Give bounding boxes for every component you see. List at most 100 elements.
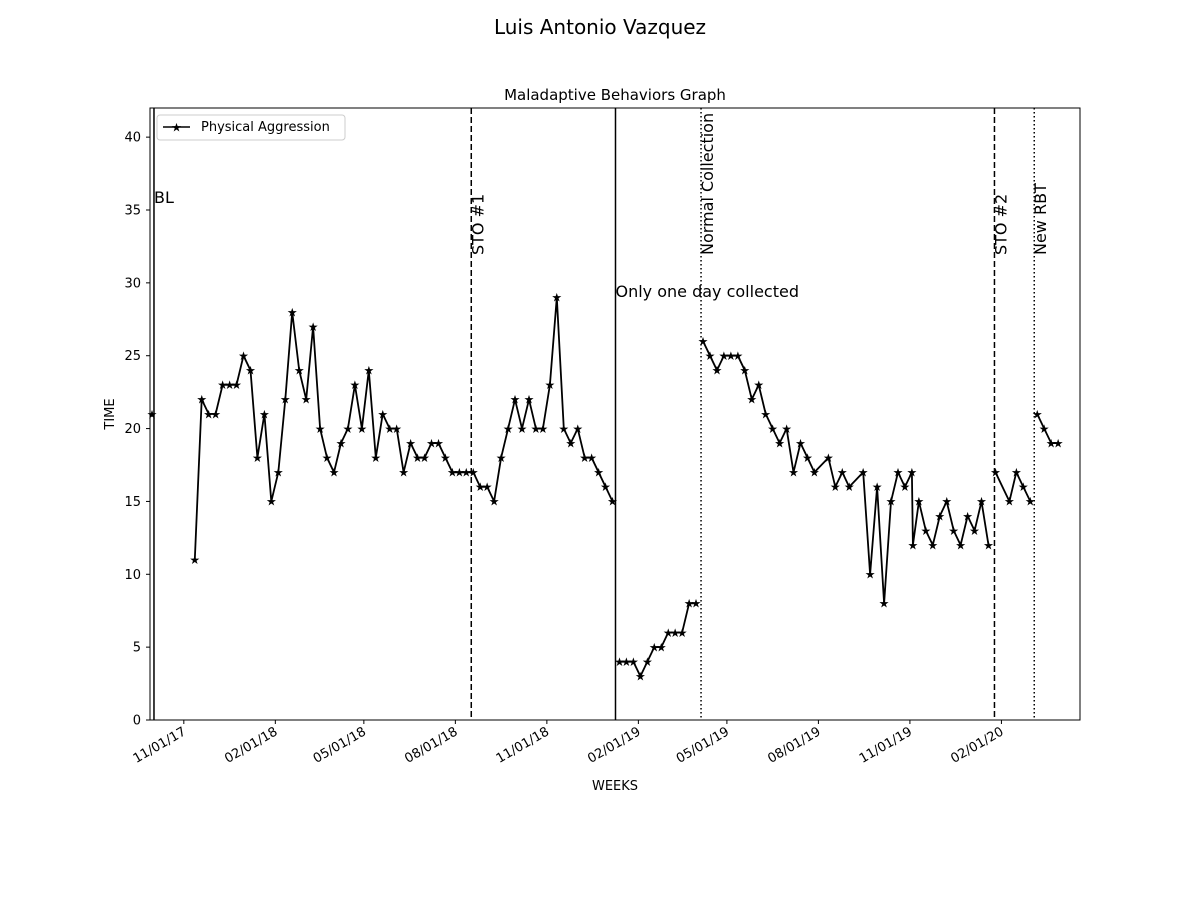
legend-box xyxy=(156,114,346,141)
data-point: ★ xyxy=(565,436,576,450)
y-tick-label: 15 xyxy=(124,495,141,510)
data-point: ★ xyxy=(642,655,653,669)
data-point: ★ xyxy=(572,422,583,436)
x-tick-label: 02/01/20 xyxy=(948,724,1006,766)
data-point: ★ xyxy=(412,451,423,465)
data-point: ★ xyxy=(384,422,395,436)
data-point: ★ xyxy=(774,436,785,450)
data-point: ★ xyxy=(1011,466,1022,480)
data-series: ★★★★★★★★★★★★★★★★★★★★★★★★★★★★★★★★★★★★★★★★… xyxy=(147,291,1064,684)
data-point: ★ xyxy=(1004,495,1015,509)
data-point: ★ xyxy=(510,393,521,407)
data-point: ★ xyxy=(454,466,465,480)
data-point: ★ xyxy=(259,407,270,421)
data-point: ★ xyxy=(656,640,667,654)
data-point: ★ xyxy=(809,466,820,480)
series-line xyxy=(702,340,990,605)
data-point: ★ xyxy=(489,495,500,509)
phase-label: STO #1 xyxy=(468,194,487,255)
data-point: ★ xyxy=(426,436,437,450)
data-point: ★ xyxy=(969,524,980,538)
data-point: ★ xyxy=(725,349,736,363)
phase-label: Only one day collected xyxy=(615,282,799,301)
y-tick-label: 0 xyxy=(133,714,141,729)
data-point: ★ xyxy=(795,436,806,450)
data-point: ★ xyxy=(363,364,374,378)
data-point: ★ xyxy=(273,466,284,480)
data-point: ★ xyxy=(461,466,472,480)
data-point: ★ xyxy=(719,349,730,363)
data-point: ★ xyxy=(858,466,869,480)
data-point: ★ xyxy=(900,480,911,494)
data-point: ★ xyxy=(301,393,312,407)
x-tick-label: 02/01/19 xyxy=(585,724,643,766)
data-point: ★ xyxy=(788,466,799,480)
phase-lines: BL STO #1 Only one day collected Normal Col… xyxy=(153,108,1050,720)
data-point: ★ xyxy=(1046,436,1057,450)
phase-label: Normal Collection xyxy=(698,113,717,255)
data-point: ★ xyxy=(941,495,952,509)
data-point: ★ xyxy=(210,407,221,421)
phase-label: BL xyxy=(154,188,174,207)
data-point: ★ xyxy=(377,407,388,421)
data-point: ★ xyxy=(635,670,646,684)
data-point: ★ xyxy=(405,436,416,450)
data-point: ★ xyxy=(872,480,883,494)
series-line xyxy=(619,602,697,678)
data-point: ★ xyxy=(503,422,514,436)
data-point: ★ xyxy=(628,655,639,669)
figure-title: Luis Antonio Vazquez xyxy=(494,15,706,39)
data-point: ★ xyxy=(517,422,528,436)
data-point: ★ xyxy=(823,451,834,465)
data-point: ★ xyxy=(203,407,214,421)
y-axis: 0 5 10 15 20 25 30 35 40 xyxy=(124,131,150,729)
y-axis-label: TIME xyxy=(103,398,118,430)
data-point: ★ xyxy=(524,393,535,407)
data-point: ★ xyxy=(308,320,319,334)
data-point: ★ xyxy=(948,524,959,538)
data-point: ★ xyxy=(280,393,291,407)
data-point: ★ xyxy=(649,640,660,654)
data-point: ★ xyxy=(1053,436,1064,450)
data-point: ★ xyxy=(663,626,674,640)
data-point: ★ xyxy=(920,524,931,538)
data-point: ★ xyxy=(983,538,994,552)
data-point: ★ xyxy=(600,480,611,494)
data-point: ★ xyxy=(245,364,256,378)
phase-label: New RBT xyxy=(1031,183,1050,255)
x-tick-label: 02/01/18 xyxy=(222,724,280,766)
data-point: ★ xyxy=(927,538,938,552)
data-point: ★ xyxy=(698,334,709,348)
data-point: ★ xyxy=(1032,407,1043,421)
data-point: ★ xyxy=(837,466,848,480)
data-point: ★ xyxy=(844,480,855,494)
data-point: ★ xyxy=(802,451,813,465)
y-tick-label: 10 xyxy=(124,568,141,583)
legend-marker-star: ★ xyxy=(171,121,182,135)
data-point: ★ xyxy=(593,466,604,480)
data-point: ★ xyxy=(329,466,340,480)
data-point: ★ xyxy=(294,364,305,378)
data-point: ★ xyxy=(266,495,277,509)
data-point: ★ xyxy=(607,495,618,509)
data-point: ★ xyxy=(1018,480,1029,494)
data-point: ★ xyxy=(398,466,409,480)
data-point: ★ xyxy=(322,451,333,465)
data-point: ★ xyxy=(893,466,904,480)
y-tick-label: 5 xyxy=(133,641,141,656)
data-point: ★ xyxy=(670,626,681,640)
data-point: ★ xyxy=(336,436,347,450)
data-point: ★ xyxy=(440,451,451,465)
data-point: ★ xyxy=(468,466,479,480)
data-point: ★ xyxy=(419,451,430,465)
plot-frame xyxy=(149,107,1081,721)
x-tick-label: 05/01/18 xyxy=(311,724,369,766)
data-point: ★ xyxy=(391,422,402,436)
data-point: ★ xyxy=(238,349,249,363)
data-point: ★ xyxy=(217,378,228,392)
data-point: ★ xyxy=(691,597,702,611)
y-tick-label: 20 xyxy=(124,422,141,437)
data-point: ★ xyxy=(1039,422,1050,436)
data-point: ★ xyxy=(677,626,688,640)
